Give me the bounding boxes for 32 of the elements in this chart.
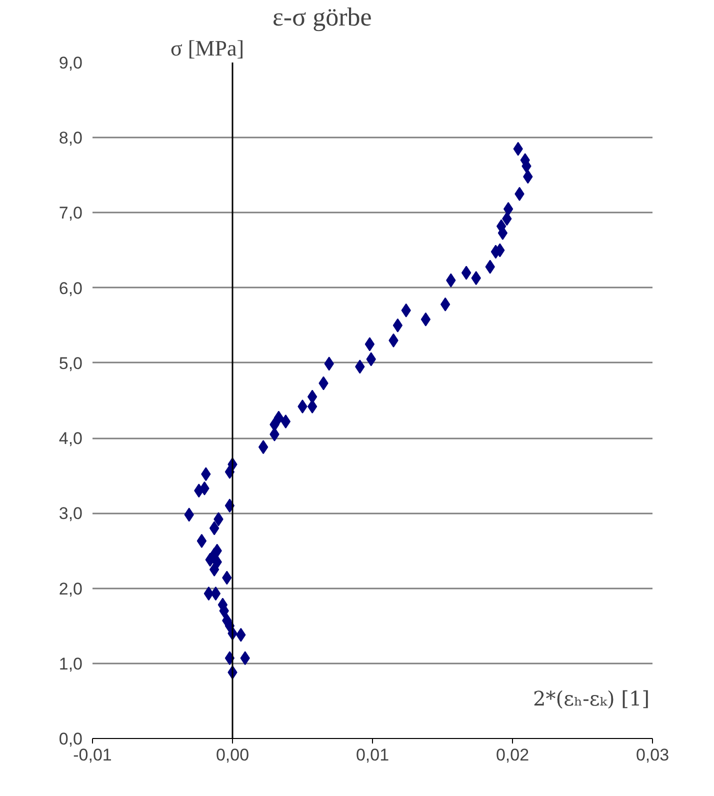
point: [440, 297, 450, 312]
point: [258, 440, 268, 454]
chart-title: ε-σ görbe: [272, 2, 372, 32]
y-tick-label: 6,0: [58, 278, 83, 298]
point: [210, 586, 221, 601]
y-tick-label: 1,0: [58, 654, 83, 674]
y-tick-label: 4,0: [58, 429, 83, 448]
point: [280, 414, 291, 429]
y-tick-label: 8,0: [58, 128, 83, 148]
x-tick-label: 0,03: [636, 746, 670, 764]
x-tick-label: -0,01: [73, 746, 112, 764]
point: [461, 266, 472, 280]
point: [364, 337, 375, 352]
y-axis-title: σ [MPa]: [170, 36, 244, 60]
point: [204, 586, 214, 601]
x-axis-title: 2*(εₕ-εₖ) [1]: [533, 686, 650, 710]
y-tick-label: 0,0: [58, 730, 83, 748]
x-tick-label: 0,02: [496, 746, 530, 764]
point: [392, 318, 403, 332]
point: [196, 534, 207, 548]
x-tick-label: 0,01: [356, 746, 390, 764]
point: [420, 312, 431, 326]
point: [503, 202, 514, 216]
x-tick-label: 0,00: [216, 746, 250, 764]
y-tick-label: 9,0: [58, 54, 83, 72]
y-tick-label: 2,0: [58, 579, 83, 598]
point: [274, 410, 284, 425]
point: [307, 390, 318, 404]
y-tick-label: 7,0: [58, 204, 83, 223]
y-tick-label: 5,0: [58, 354, 83, 373]
y-tick-label: 3,0: [58, 504, 83, 524]
point: [209, 521, 220, 536]
